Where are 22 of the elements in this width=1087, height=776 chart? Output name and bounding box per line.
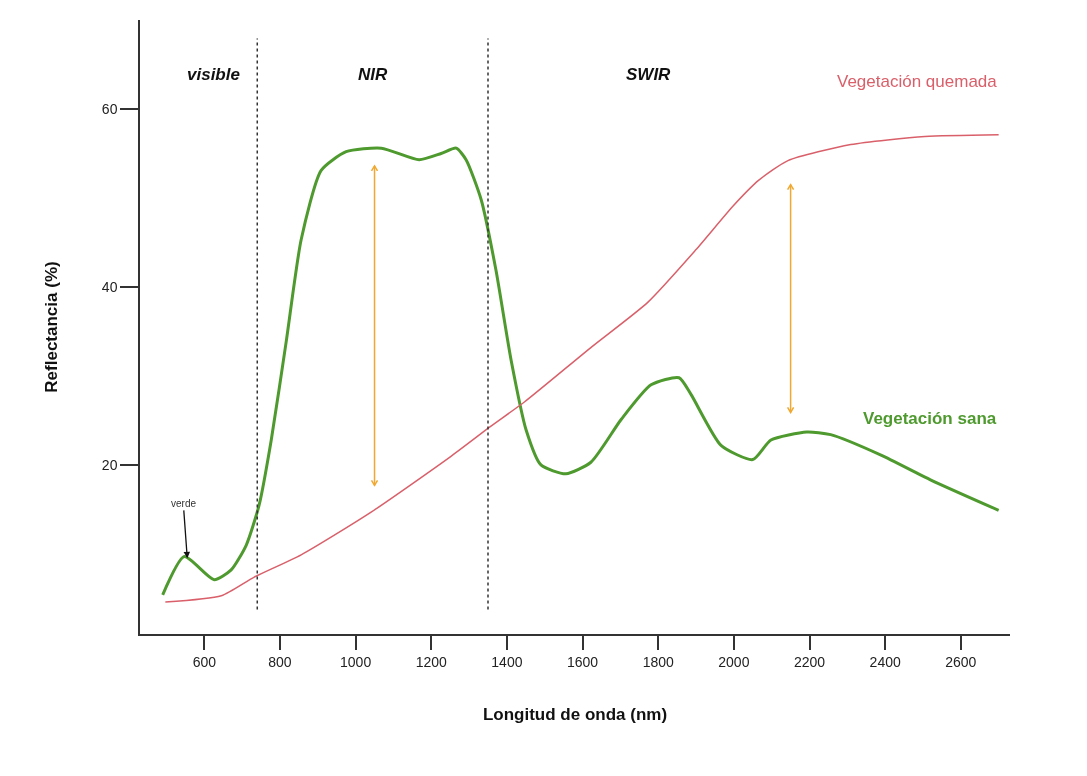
x-tick-label: 1600 (566, 653, 599, 670)
annotation: verde (171, 498, 197, 509)
x-tick-label: 1200 (415, 653, 448, 670)
x-tick-label: 2200 (793, 653, 826, 670)
series-label: Vegetación sana (863, 409, 997, 428)
x-tick-label: 800 (268, 653, 292, 670)
y-axis-title: Reflectancia (%) (41, 261, 61, 393)
text: Vegetación quemada (837, 72, 998, 91)
annotation: visible (187, 65, 240, 84)
y-tick-label: 60 (101, 100, 118, 117)
annotation: NIR (358, 65, 388, 84)
x-tick-label: 2600 (945, 653, 977, 670)
annotation: SWIR (626, 65, 672, 84)
x-tick-label: 1000 (340, 653, 372, 670)
x-tick-label: 1800 (642, 653, 674, 670)
x-tick-label: 2400 (869, 653, 901, 670)
x-tick-label: 1400 (491, 653, 523, 670)
x-axis-title: Longitud de onda (nm) (482, 705, 668, 725)
x-tick-label: 600 (192, 653, 217, 670)
y-tick-label: 20 (101, 456, 118, 473)
y-tick-label: 40 (101, 278, 118, 295)
x-tick-label: 2000 (718, 653, 750, 670)
